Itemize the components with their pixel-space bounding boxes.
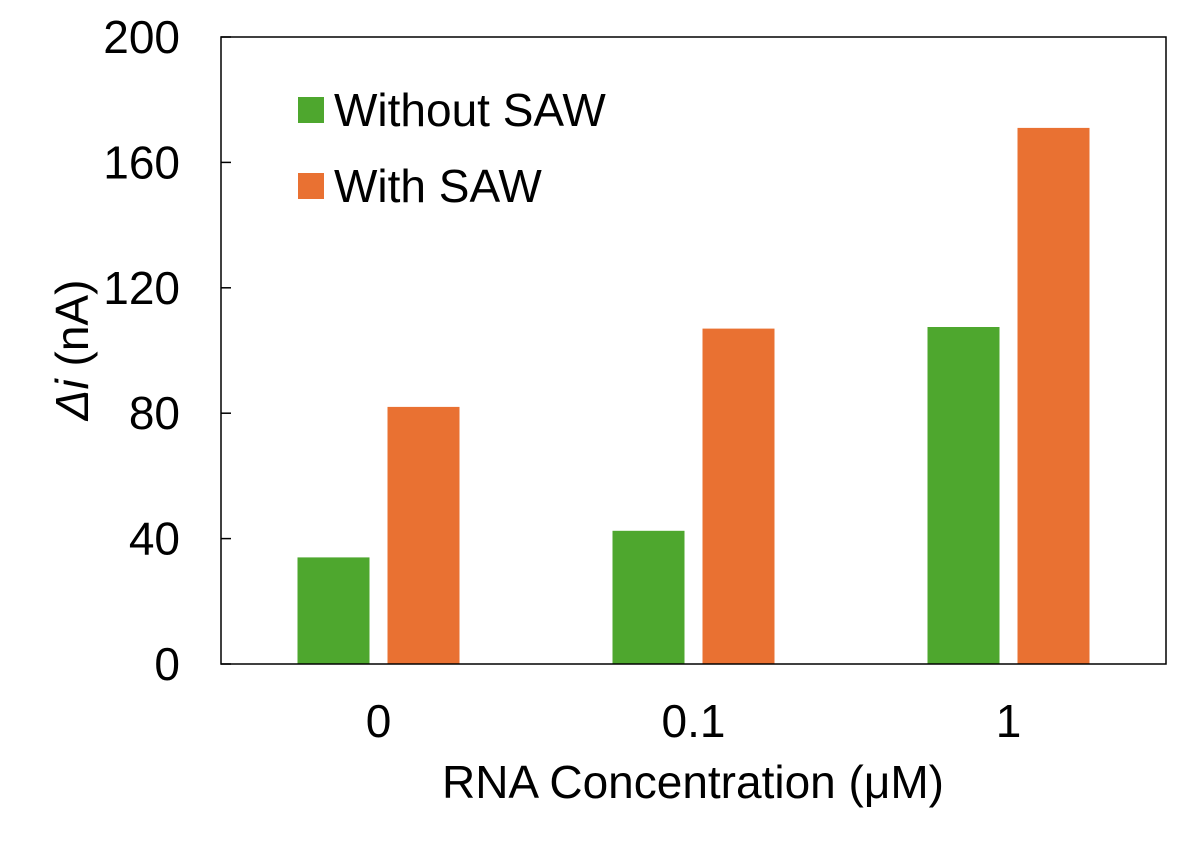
- bar-with-saw-0: [387, 406, 460, 664]
- legend: Without SAW With SAW: [298, 84, 606, 212]
- x-axis: 0 0.1 1: [366, 695, 1022, 747]
- bar-without-saw-0: [297, 557, 370, 664]
- y-tick-label: 200: [103, 11, 180, 63]
- bar-without-saw-1: [612, 530, 685, 664]
- y-axis-title-variable: i: [46, 378, 98, 390]
- legend-label: With SAW: [334, 160, 542, 212]
- y-tick-label: 40: [129, 513, 180, 565]
- y-tick-label: 120: [103, 262, 180, 314]
- bar-with-saw-2: [1017, 127, 1090, 664]
- x-axis-title: RNA Concentration (μM): [442, 756, 944, 808]
- x-tick-label: 1: [996, 695, 1022, 747]
- x-tick-label: 0: [366, 695, 392, 747]
- y-axis-title-symbol: Δ: [46, 390, 98, 422]
- bars-layer: [297, 127, 1090, 664]
- y-tick-label: 0: [154, 638, 180, 690]
- bar-without-saw-2: [927, 327, 1000, 664]
- x-tick-label: 0.1: [662, 695, 726, 747]
- legend-label: Without SAW: [334, 84, 606, 136]
- y-axis-title-unit: (nA): [46, 280, 98, 380]
- y-axis-title: Δi (nA): [46, 280, 98, 422]
- bar-with-saw-1: [702, 328, 775, 664]
- legend-swatch: [298, 97, 324, 123]
- y-axis: 0 40 80 120 160 200: [103, 11, 231, 690]
- legend-swatch: [298, 173, 324, 199]
- y-tick-label: 80: [129, 387, 180, 439]
- y-tick-label: 160: [103, 136, 180, 188]
- plot-frame: [220, 36, 1167, 665]
